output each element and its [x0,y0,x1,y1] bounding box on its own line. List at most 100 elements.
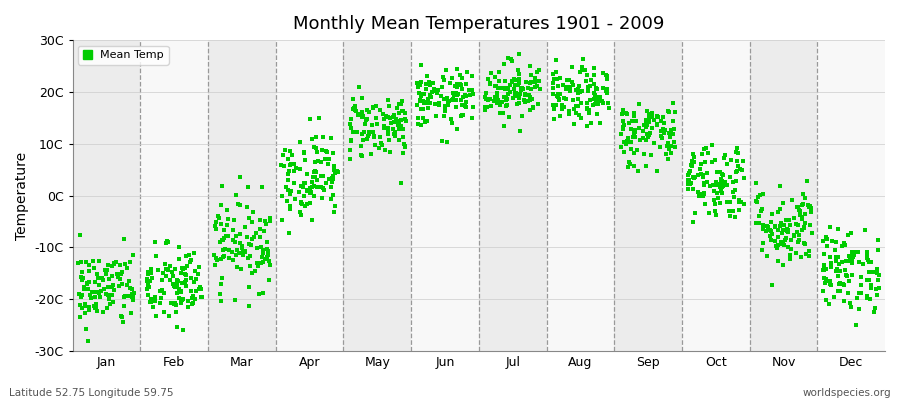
Point [315,146,329,153]
Point [423,94,437,100]
Point [112,262,127,268]
Point [642,112,656,118]
Point [644,114,659,120]
Point [422,100,436,106]
Point [554,75,568,82]
Point [374,140,389,146]
Point [126,293,140,299]
Point [656,114,670,120]
Point [153,300,167,307]
Point [860,249,875,256]
Point [571,96,585,102]
Point [620,134,634,141]
Point [292,189,306,195]
Point [502,114,517,120]
Point [776,200,790,206]
Point [229,192,243,198]
Point [77,310,92,316]
Point [756,222,770,228]
Point [362,109,376,116]
Point [166,281,180,288]
Point [436,76,451,83]
Point [125,291,140,297]
Point [824,260,838,266]
Point [734,166,748,172]
Point [872,272,886,278]
Point [280,198,294,205]
Point [287,180,302,186]
Point [691,188,706,195]
Point [370,121,384,127]
Point [178,272,193,278]
Point [829,238,843,245]
Point [774,239,788,245]
Point [217,235,231,242]
Point [308,174,322,180]
Point [861,277,876,284]
Point [356,113,370,120]
Point [661,140,675,146]
Point [616,125,630,132]
Point [547,76,562,83]
Point [523,63,537,70]
Point [497,94,511,100]
Point [184,287,198,294]
Point [699,179,714,186]
Point [545,102,560,108]
Point [846,254,860,260]
Point [511,82,526,88]
Point [102,275,116,282]
Point [458,92,473,98]
Point [482,76,496,82]
Point [729,168,743,175]
Point [591,101,606,108]
Point [100,266,114,273]
Point [144,296,158,302]
Point [209,225,223,232]
Point [321,176,336,182]
Point [112,276,127,282]
Point [686,219,700,226]
Point [347,103,362,110]
Point [164,300,178,306]
Point [418,86,433,92]
Point [575,64,590,70]
Point [242,303,256,310]
Point [827,294,842,300]
Point [382,136,396,143]
Point [263,214,277,221]
Point [755,206,770,212]
Point [462,87,476,94]
Point [98,267,112,274]
Point [219,233,233,239]
Point [626,127,641,133]
Point [664,142,679,149]
Point [614,131,628,137]
Point [616,126,631,132]
Point [287,160,302,167]
Point [627,163,642,169]
Point [657,120,671,126]
Point [238,249,253,255]
Point [294,201,309,208]
Point [418,119,432,126]
Point [735,167,750,173]
Point [546,80,561,86]
Point [638,137,652,143]
Point [214,298,229,304]
Point [530,68,544,75]
Point [437,103,452,109]
Point [770,258,785,264]
Point [297,193,311,199]
Point [442,98,456,104]
Point [448,97,463,104]
Point [176,296,190,302]
Point [394,117,409,123]
Point [732,197,746,204]
Point [763,219,778,225]
Point [526,104,541,110]
Point [440,99,454,106]
Point [413,79,428,86]
Text: Latitude 52.75 Longitude 59.75: Latitude 52.75 Longitude 59.75 [9,388,174,398]
Point [207,252,221,258]
